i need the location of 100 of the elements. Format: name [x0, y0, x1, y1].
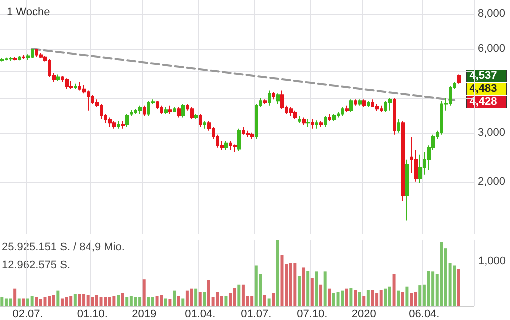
candlestick	[319, 120, 323, 128]
bar	[151, 297, 154, 306]
bar	[358, 292, 362, 306]
bar	[254, 266, 258, 306]
candlestick	[393, 98, 396, 136]
bar	[26, 298, 30, 306]
candlestick	[280, 90, 284, 110]
candlestick	[405, 159, 409, 222]
bar	[30, 296, 34, 306]
candlestick	[194, 114, 198, 120]
x-tick-label: 01.10.	[77, 308, 108, 320]
candlestick	[298, 115, 301, 124]
candlestick	[69, 80, 73, 90]
candlestick	[138, 105, 142, 115]
candlestick	[177, 107, 181, 118]
bar	[35, 297, 38, 306]
bar	[310, 278, 314, 306]
bar	[320, 284, 323, 306]
candlestick	[268, 90, 271, 106]
candlestick	[276, 93, 280, 105]
candlestick	[367, 100, 370, 108]
y-tick-label: 3,000	[478, 126, 506, 139]
bar	[366, 290, 370, 306]
bar	[250, 296, 254, 306]
candlestick	[125, 114, 129, 128]
candlestick	[130, 110, 133, 116]
candlestick	[362, 99, 366, 108]
x-tick-label: 02.07.	[12, 308, 44, 320]
bar	[22, 298, 26, 306]
candlestick	[302, 117, 306, 126]
bar	[272, 293, 276, 306]
candlestick	[224, 140, 228, 151]
bar	[130, 296, 133, 306]
bar	[44, 297, 47, 306]
candlestick	[143, 105, 146, 116]
candlestick	[156, 100, 159, 110]
bar	[440, 242, 444, 306]
bar	[108, 297, 112, 306]
x-tick-label: 2019	[132, 308, 157, 320]
bar	[388, 286, 392, 306]
candlestick	[65, 78, 69, 90]
bar	[384, 288, 388, 306]
bar	[392, 274, 396, 306]
bar	[457, 269, 460, 306]
candlestick	[237, 128, 241, 152]
candlestick	[354, 99, 357, 106]
bar	[18, 298, 21, 306]
bar	[177, 296, 180, 306]
candlestick	[108, 117, 112, 128]
candlestick	[181, 104, 185, 118]
bar	[203, 292, 206, 306]
candlestick	[328, 114, 331, 122]
bar	[280, 255, 284, 306]
candlestick	[306, 119, 310, 128]
bar	[406, 286, 409, 306]
bar	[354, 290, 357, 306]
candlestick	[56, 74, 60, 82]
candlestick	[349, 99, 353, 114]
text: 1,000	[478, 256, 506, 268]
candlestick	[250, 132, 254, 140]
candlestick	[311, 119, 314, 130]
bar	[362, 296, 366, 306]
x-tick-label: 07.10.	[297, 308, 328, 320]
bar	[168, 299, 172, 306]
x-tick-label: 2020	[352, 308, 376, 320]
candlestick	[112, 120, 116, 130]
candlestick	[289, 107, 293, 116]
bar	[39, 299, 42, 306]
bar	[298, 276, 301, 306]
annotation: 12.962.575 S.	[2, 260, 71, 272]
candlestick	[401, 120, 405, 202]
candlestick	[272, 92, 275, 100]
candlestick	[160, 105, 163, 115]
bar	[121, 293, 124, 306]
x-tick-label: 01.07.	[241, 308, 272, 320]
candlestick	[117, 120, 120, 130]
bar	[302, 268, 306, 306]
x-tick-label: 06.04.	[409, 308, 440, 320]
bar	[194, 288, 198, 306]
bar	[427, 271, 430, 306]
candlestick	[397, 119, 400, 134]
candlestick	[13, 56, 17, 62]
x-tick-label: 01.04.	[185, 308, 216, 320]
bar	[289, 263, 292, 306]
candlestick	[246, 130, 250, 138]
candlestick	[233, 144, 237, 154]
text: 1 Woche	[7, 6, 50, 18]
bar	[9, 298, 12, 306]
candlestick	[324, 115, 327, 128]
bar	[65, 297, 68, 306]
bar	[142, 280, 146, 306]
bar	[70, 296, 73, 306]
bar	[371, 290, 374, 306]
candlestick	[18, 56, 21, 62]
bar	[160, 295, 164, 306]
bar	[294, 263, 297, 306]
bar	[134, 297, 138, 306]
bar	[164, 298, 168, 306]
bar	[156, 296, 159, 306]
candlestick	[0, 58, 4, 62]
